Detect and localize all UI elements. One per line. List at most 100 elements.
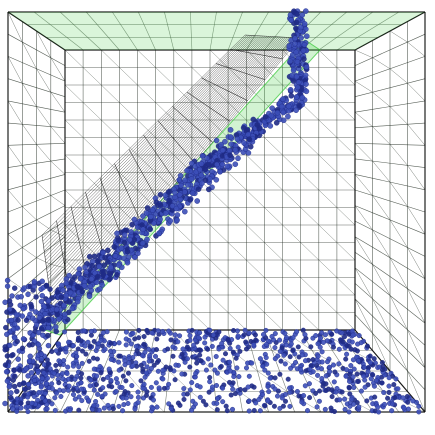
particle [306,381,312,387]
particle [193,356,199,362]
mesh-diagonal [282,329,313,351]
particle [81,282,88,289]
particle [400,395,406,401]
particle [189,380,195,386]
particle [187,337,193,343]
mesh-diagonal [246,259,265,278]
particle [192,401,198,407]
particle [166,381,172,387]
particle [331,362,337,368]
particle [106,383,112,389]
particle [307,366,313,372]
particle [178,182,184,189]
particle [25,373,31,379]
mesh-diagonal [282,259,301,278]
particle [82,264,88,271]
mesh-diagonal [119,312,138,331]
mesh-diagonal [36,106,52,127]
particle [243,339,249,345]
mesh-line [227,11,243,51]
particle [287,403,293,409]
particle [160,329,166,335]
particle [181,396,187,402]
mesh-diagonal [300,207,319,226]
particle [199,180,205,187]
particle [116,262,122,268]
particle [381,390,387,396]
mesh-diagonal [407,206,426,235]
particle [214,400,220,406]
mesh-diagonal [191,277,211,296]
particle [285,113,291,120]
particle [318,335,324,341]
particle [8,390,14,396]
particle [249,360,255,366]
particle [99,343,105,349]
particle [172,332,178,338]
particle [114,230,120,237]
mesh-diagonal [191,207,211,226]
particle [35,329,42,336]
mesh-diagonal [318,294,338,313]
particle [371,383,377,389]
particle [208,362,214,368]
particle [293,73,300,80]
particle [227,368,233,374]
particle [155,358,161,364]
particle [151,362,157,368]
particle [395,386,401,392]
particle [144,205,151,211]
particle [290,78,297,84]
mesh-diagonal [209,189,229,208]
mesh-line [7,158,66,168]
particle [268,112,275,119]
particle [274,109,281,116]
particle [279,345,285,351]
particle [108,378,114,384]
particle [302,72,309,78]
particle [283,398,289,404]
particle [277,405,283,411]
particle [69,305,76,312]
particle [38,351,45,357]
mesh-diagonal [155,277,174,296]
mesh-line [336,11,400,51]
particle [8,352,15,359]
particle [236,374,242,380]
mesh-diagonal [282,189,301,208]
mesh-diagonal [354,298,373,334]
particle [344,343,350,349]
particle [293,19,300,26]
particle [54,311,61,318]
particle [228,141,234,147]
particle [116,403,122,409]
mesh-diagonal [300,242,319,261]
particle [265,398,271,404]
particle [195,335,201,341]
particle [269,105,276,111]
mesh-diagonal [119,172,138,191]
particle [143,210,150,216]
particle [52,324,59,330]
particle [184,344,190,350]
particle [28,370,35,376]
particle [27,353,33,359]
particle [301,56,307,62]
particle [331,379,337,385]
particle [56,316,62,322]
particle [205,186,212,193]
particle [128,229,134,235]
particle [7,342,13,349]
particle [2,362,9,368]
mesh-line [354,78,426,97]
mesh-diagonal [82,207,102,226]
mesh-diagonal [246,154,265,173]
particle [307,395,313,401]
particle [142,374,148,380]
particle [349,328,355,334]
mesh-diagonal [137,84,156,103]
mesh-diagonal [372,264,391,296]
mesh-diagonal [64,119,84,138]
particle [133,343,139,349]
particle [293,49,299,56]
